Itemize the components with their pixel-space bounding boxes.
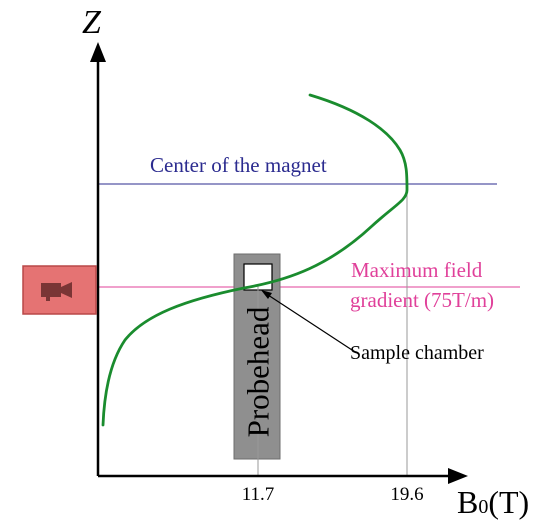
b-axis-label: B0(T) <box>457 484 529 520</box>
camera-icon <box>41 282 72 301</box>
sample-chamber-pointer <box>264 292 353 351</box>
probehead-label: Probehead <box>241 306 276 437</box>
tick-label-19-6: 19.6 <box>390 484 423 505</box>
center-of-magnet-label: Center of the magnet <box>150 153 327 177</box>
max-gradient-label-line1: Maximum field <box>351 258 483 282</box>
tick-label-11-7: 11.7 <box>242 484 275 505</box>
max-gradient-label-line2: gradient (75T/m) <box>350 288 494 312</box>
b-axis-label-main: B <box>457 484 478 520</box>
sample-chamber-label: Sample chamber <box>350 342 484 364</box>
z-axis-label: Z <box>82 4 102 41</box>
z-axis-arrowhead <box>90 42 106 62</box>
field-curve <box>101 93 409 427</box>
b-axis-arrowhead <box>448 468 468 484</box>
b-axis-label-unit: (T) <box>488 484 529 520</box>
sample-chamber-pointer-head <box>261 290 272 299</box>
b-axis-label-sub: 0 <box>478 496 488 518</box>
